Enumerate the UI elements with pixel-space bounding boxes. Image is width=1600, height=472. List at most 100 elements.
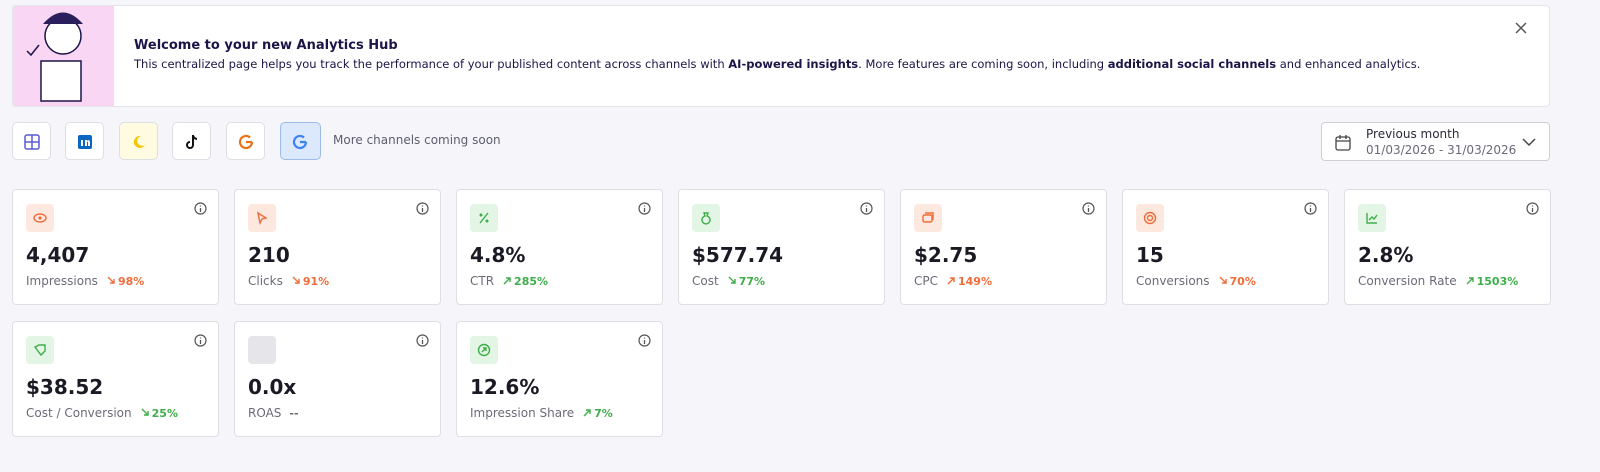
channel-snapchat[interactable] (119, 122, 158, 160)
metric-icon (248, 204, 276, 232)
info-icon (194, 202, 207, 215)
info-button[interactable] (638, 332, 651, 351)
metric-icon (1136, 204, 1164, 232)
calendar-icon (1335, 135, 1351, 151)
metric-change: -- (289, 407, 298, 420)
info-icon (638, 202, 651, 215)
metric-change-value: 1503% (1476, 275, 1519, 288)
metric-value: 210 (248, 243, 290, 267)
info-button[interactable] (194, 332, 207, 351)
icon (78, 135, 92, 149)
channel-all[interactable] (12, 122, 51, 160)
metric-change-value: 77% (738, 275, 766, 288)
icon (24, 134, 40, 150)
metric-label-row: Cost / Conversion 25% (26, 406, 178, 420)
metric-label-row: CPC 149% (914, 274, 992, 288)
metric-label: Cost / Conversion (26, 406, 132, 420)
metric-change: 98% (106, 275, 144, 288)
metric-grid: 4,407 Impressions 98% 210 Clicks 91% 4.8% CTR 28… (12, 189, 1551, 437)
info-icon (1526, 202, 1539, 215)
channel-linkedin[interactable] (65, 122, 104, 160)
metric-change: 70% (1218, 275, 1256, 288)
metric-value: $577.74 (692, 243, 784, 267)
metric-change-value: 70% (1229, 275, 1256, 288)
banner-text: This centralized page helps you track th… (134, 57, 1420, 71)
arrow-glyph (141, 408, 149, 416)
banner-text-part: AI-powered insights (728, 57, 859, 71)
metric-label: Conversions (1136, 274, 1210, 288)
date-range: 01/03/2026 - 31/03/2026 (1366, 143, 1517, 157)
info-icon (1082, 202, 1095, 215)
trend-arrow (582, 407, 592, 420)
info-button[interactable] (416, 200, 429, 219)
metric-label: Impressions (26, 274, 98, 288)
trend-arrow (140, 407, 150, 420)
close-button[interactable] (1513, 20, 1529, 36)
channel-google-ads[interactable] (280, 122, 321, 160)
arrow-glyph (583, 409, 591, 417)
chevron (1522, 138, 1536, 147)
icon-glyph (701, 212, 711, 225)
arrow-glyph (292, 276, 300, 284)
metric-label-row: Conversions 70% (1136, 274, 1256, 288)
banner-text-part: additional social channels (1107, 57, 1277, 71)
metric-value: 12.6% (470, 375, 540, 399)
banner-title: Welcome to your new Analytics Hub (134, 38, 398, 53)
metric-value: 2.8% (1358, 243, 1414, 267)
metric-icon (470, 204, 498, 232)
metric-label-row: Impression Share 7% (470, 406, 613, 420)
metric-icon (26, 336, 54, 364)
info-button[interactable] (860, 200, 873, 219)
metric-icon (914, 204, 942, 232)
metric-card: 4,407 Impressions 98% (12, 189, 219, 305)
icon-glyph (479, 212, 489, 224)
metric-change-value: 91% (302, 275, 330, 288)
metric-change: 7% (582, 407, 613, 420)
metric-label: ROAS (248, 406, 282, 420)
info-icon (416, 334, 429, 347)
info-button[interactable] (1526, 200, 1539, 219)
info-button[interactable] (638, 200, 651, 219)
date-label: Previous month (1366, 127, 1460, 141)
metric-change-value: 149% (958, 275, 992, 288)
metric-card: 2.8% Conversion Rate 1503% (1344, 189, 1551, 305)
icon-glyph (33, 213, 47, 223)
metric-card: 210 Clicks 91% (234, 189, 441, 305)
info-button[interactable] (416, 332, 429, 351)
metric-label-row: CTR 285% (470, 274, 548, 288)
info-button[interactable] (1304, 200, 1317, 219)
metric-value: 4,407 (26, 243, 90, 267)
channel-google[interactable] (226, 122, 265, 160)
metric-value: $38.52 (26, 375, 104, 399)
metric-value: 0.0x (248, 375, 297, 399)
illustration-drawing (26, 12, 83, 102)
metric-card: $2.75 CPC 149% (900, 189, 1107, 305)
metric-icon (1358, 204, 1386, 232)
channel-tiktok[interactable] (172, 122, 211, 160)
arrow-glyph (728, 276, 736, 284)
info-button[interactable] (1082, 200, 1095, 219)
info-button[interactable] (194, 200, 207, 219)
metric-change-value: -- (289, 407, 299, 420)
trend-arrow (291, 275, 301, 288)
date-picker[interactable]: Previous month 01/03/2026 - 31/03/2026 (1321, 122, 1550, 161)
info-icon (638, 334, 651, 347)
welcome-banner: Welcome to your new Analytics Hub This c… (12, 5, 1550, 107)
channels-note: More channels coming soon (333, 133, 501, 147)
metric-label-row: Clicks 91% (248, 274, 329, 288)
icon-glyph (477, 343, 491, 357)
metric-label: CPC (914, 274, 938, 288)
banner-text-part: and enhanced analytics. (1276, 57, 1421, 71)
metric-card: 15 Conversions 70% (1122, 189, 1329, 305)
metric-icon (248, 336, 276, 364)
metric-change: 149% (946, 275, 992, 288)
metric-icon (692, 204, 720, 232)
metric-label: Cost (692, 274, 719, 288)
metric-label: Conversion Rate (1358, 274, 1457, 288)
icon-glyph (256, 211, 268, 225)
banner-text-part: This centralized page helps you track th… (134, 57, 729, 71)
arrow-glyph (107, 276, 115, 284)
trend-arrow (946, 275, 956, 288)
metric-value: $2.75 (914, 243, 978, 267)
